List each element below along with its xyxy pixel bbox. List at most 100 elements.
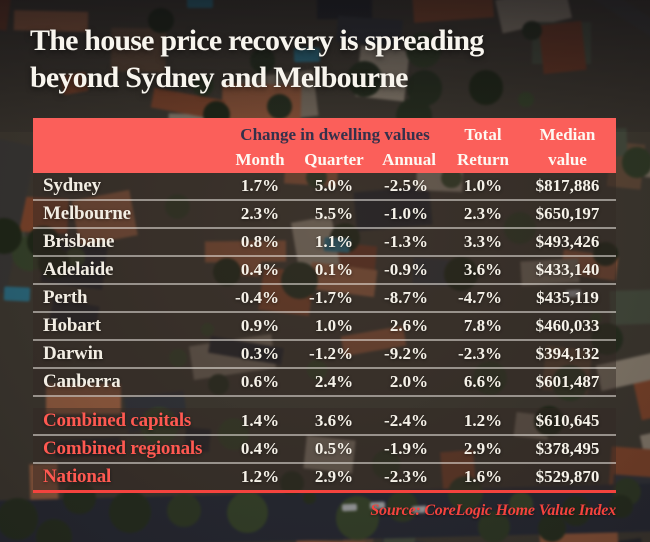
photo-shape xyxy=(63,481,97,515)
cell-month: 1.7% xyxy=(240,176,280,195)
photo-shape xyxy=(201,323,214,336)
cell-month: 0.6% xyxy=(240,372,280,391)
table-row: Sydney 1.7% 5.0% -2.5% 1.0% $817,886 xyxy=(33,173,616,201)
photo-shape xyxy=(168,349,187,368)
cell-annual: 2.6% xyxy=(389,316,429,335)
photo-shape xyxy=(281,261,318,299)
photo-shape xyxy=(36,518,72,542)
cell-total-return: 6.6% xyxy=(463,372,503,391)
summary-row: Combined regionals 0.4% 0.5% -1.9% 2.9% $378,… xyxy=(33,436,616,464)
photo-shape xyxy=(590,312,603,325)
chart-title-line1: The house price recovery is spreading xyxy=(30,24,484,57)
cell-median-value: $394,132 xyxy=(535,344,600,363)
photo-shape xyxy=(139,406,178,445)
cell-quarter: 1.0% xyxy=(314,316,354,335)
header-row-columns: Month Quarter Annual Return value xyxy=(33,147,616,172)
cell-total-return: -4.7% xyxy=(458,288,502,307)
photo-shape xyxy=(207,373,229,395)
photo-shape xyxy=(609,495,633,519)
column-group-heading: Change in dwelling values xyxy=(240,124,430,144)
row-label: National xyxy=(43,466,112,487)
row-label: Brisbane xyxy=(43,231,115,252)
cell-annual: -1.0% xyxy=(384,204,428,223)
cell-quarter: 3.6% xyxy=(314,411,354,430)
photo-shape xyxy=(441,168,462,189)
photo-shape xyxy=(280,470,304,495)
cell-annual: 2.0% xyxy=(389,372,429,391)
cell-month: 0.8% xyxy=(240,232,280,251)
row-label: Combined regionals xyxy=(43,438,203,459)
cell-quarter: 0.5% xyxy=(314,439,354,458)
cell-month: 2.3% xyxy=(240,204,280,223)
photo-shape xyxy=(444,257,479,292)
photo-shape xyxy=(186,0,214,9)
cell-annual: -2.3% xyxy=(384,467,428,486)
photo-shape xyxy=(412,0,494,24)
cell-total-return: -2.3% xyxy=(458,344,502,363)
cell-month: -0.4% xyxy=(235,288,279,307)
photo-shape xyxy=(508,491,534,517)
cell-median-value: $433,140 xyxy=(535,260,600,279)
cell-month: 0.4% xyxy=(240,260,280,279)
photo-shape xyxy=(593,241,619,267)
source-credit: Source: CoreLogic Home Value Index xyxy=(370,502,616,519)
cell-quarter: 5.0% xyxy=(314,176,354,195)
photo-shape xyxy=(561,496,591,526)
row-label: Canberra xyxy=(43,371,121,392)
column-header-median: Median xyxy=(539,124,596,144)
photo-shape xyxy=(226,491,268,533)
photo-shape xyxy=(266,93,292,119)
photo-shape xyxy=(307,359,328,380)
bottom-red-rule xyxy=(33,490,616,493)
photo-shape xyxy=(472,361,508,396)
summary-row: Combined capitals 1.4% 3.6% -2.4% 1.2% $610,6… xyxy=(33,408,616,436)
cell-median-value: $460,033 xyxy=(535,316,600,335)
cell-median-value: $493,426 xyxy=(535,232,600,251)
cell-total-return: 2.9% xyxy=(463,439,503,458)
column-header-value: value xyxy=(548,149,587,169)
column-header-month: Month xyxy=(235,149,285,169)
table-row: Brisbane 0.8% 1.1% -1.3% 3.3% $493,426 xyxy=(33,229,616,257)
table-body: Sydney 1.7% 5.0% -2.5% 1.0% $817,886 Melbourne… xyxy=(33,173,616,397)
photo-shape xyxy=(538,513,566,542)
column-header-total: Total xyxy=(464,124,502,144)
photo-shape xyxy=(533,406,564,437)
row-label: Adelaide xyxy=(43,259,114,280)
photo-shape xyxy=(621,147,650,178)
cell-median-value: $610,645 xyxy=(535,411,600,430)
cell-annual: -2.5% xyxy=(384,176,428,195)
row-label: Combined capitals xyxy=(43,410,192,431)
cell-quarter: -1.2% xyxy=(309,344,353,363)
cell-median-value: $529,870 xyxy=(535,467,600,486)
photo-shape xyxy=(371,450,401,479)
cell-quarter: 0.1% xyxy=(314,260,354,279)
photo-shape xyxy=(0,218,22,255)
table-row: Darwin 0.3% -1.2% -9.2% -2.3% $394,132 xyxy=(33,341,616,369)
cell-month: 1.2% xyxy=(240,467,280,486)
cell-total-return: 2.3% xyxy=(463,204,503,223)
cell-median-value: $650,197 xyxy=(535,204,600,223)
cell-quarter: 5.5% xyxy=(314,204,354,223)
cell-total-return: 1.6% xyxy=(463,467,503,486)
photo-shape xyxy=(0,0,11,32)
header-row-groups: Change in dwelling values Total Median xyxy=(33,122,616,147)
table-row: Canberra 0.6% 2.4% 2.0% 6.6% $601,487 xyxy=(33,369,616,397)
cell-total-return: 3.6% xyxy=(463,260,503,279)
row-label: Melbourne xyxy=(43,203,131,224)
price-table: Change in dwelling values Total Median M… xyxy=(33,118,616,520)
table-row: Melbourne 2.3% 5.5% -1.0% 2.3% $650,197 xyxy=(33,201,616,229)
photo-shape xyxy=(37,247,70,280)
cell-annual: -2.4% xyxy=(384,411,428,430)
photo-shape xyxy=(303,492,316,505)
photo-shape xyxy=(165,194,190,219)
cell-median-value: $601,487 xyxy=(535,372,600,391)
table-row: Adelaide 0.4% 0.1% -0.9% 3.6% $433,140 xyxy=(33,257,616,285)
chart-title: The house price recovery is spreading be… xyxy=(30,22,605,96)
column-header-annual: Annual xyxy=(382,149,436,169)
photo-shape xyxy=(213,258,242,287)
cell-month: 0.3% xyxy=(240,344,280,363)
photo-shape xyxy=(108,491,151,534)
cell-median-value: $378,495 xyxy=(535,439,600,458)
row-label: Perth xyxy=(43,287,88,308)
